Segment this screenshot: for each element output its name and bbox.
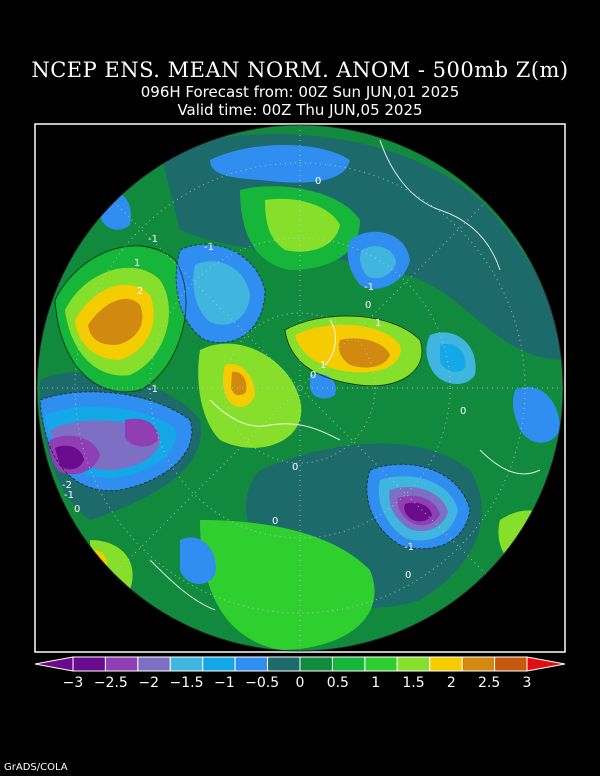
contour-label: 0 — [74, 504, 80, 515]
contour-label: 1 — [320, 360, 326, 371]
contour-label: 0 — [460, 406, 466, 417]
colorbar-arrow-low — [34, 656, 74, 672]
colorbar-swatch — [299, 656, 333, 672]
contour-label: -1 — [64, 490, 74, 501]
anomaly-field — [37, 125, 563, 651]
contour-label: -2 — [62, 480, 72, 491]
colorbar-tick-label: 2 — [446, 675, 456, 691]
map-frame — [34, 123, 566, 653]
contour-label: 0 — [365, 300, 371, 311]
colorbar-tick-label: 2.5 — [478, 675, 501, 691]
colorbar-arrow-high — [526, 656, 566, 672]
colorbar-tick-label: 1 — [371, 675, 381, 691]
colorbar-tick-label: −0.5 — [245, 675, 280, 691]
colorbar-tick-label: −3 — [62, 675, 84, 691]
forecast-line: 096H Forecast from: 00Z Sun JUN,01 2025 — [140, 83, 460, 101]
colorbar-swatch — [104, 656, 139, 672]
colorbar-swatch — [202, 656, 236, 672]
contour-labels: 0 -1 1 2 -1 0 1 -1 1 0 0 -1 0 -2 -1 0 0 … — [62, 176, 466, 581]
colorbar-swatch — [429, 656, 463, 672]
colorbar-swatch — [364, 656, 398, 672]
contour-label: -1 — [364, 282, 374, 293]
colorbar-tick-label: 1.5 — [402, 675, 425, 691]
colorbar-swatch — [137, 656, 171, 672]
colorbar-tick-label: −1.5 — [169, 675, 204, 691]
colorbar-swatch — [396, 656, 431, 672]
contour-label: 0 — [272, 516, 278, 527]
contour-label: 1 — [375, 318, 381, 329]
colorbar-swatch — [494, 656, 528, 672]
colorbar — [34, 656, 566, 672]
colorbar-swatch — [72, 656, 106, 672]
colorbar-tick-label: −1 — [214, 675, 235, 691]
colorbar-tick-label: −2 — [138, 675, 159, 691]
colorbar-tick-label: 0 — [295, 675, 305, 691]
contour-label: 0 — [315, 176, 321, 187]
colorbar-tick-label: −2.5 — [93, 675, 128, 691]
valid-time-line: Valid time: 00Z Thu JUN,05 2025 — [177, 101, 423, 119]
contour-label: 0 — [292, 462, 298, 473]
colorbar-swatch — [234, 656, 269, 672]
contour-label: -1 — [204, 242, 214, 253]
colorbar-swatch — [169, 656, 204, 672]
contour-label: -1 — [148, 234, 158, 245]
contour-label: 0 — [405, 570, 411, 581]
colorbar-swatch — [461, 656, 496, 672]
colorbar-tick-label: 3 — [522, 675, 532, 691]
contour-label: 0 — [310, 370, 316, 381]
contour-label: 2 — [137, 286, 143, 297]
contour-label: -1 — [148, 384, 158, 395]
colorbar-swatch — [267, 656, 301, 672]
chart-title: NCEP ENS. MEAN NORM. ANOM - 500mb Z(m) — [31, 58, 569, 82]
credit-text: GrADS/COLA — [4, 762, 68, 773]
contour-label: -1 — [404, 542, 414, 553]
colorbar-swatch — [331, 656, 366, 672]
colorbar-tick-label: 0.5 — [326, 675, 349, 691]
contour-label: 1 — [134, 258, 140, 269]
